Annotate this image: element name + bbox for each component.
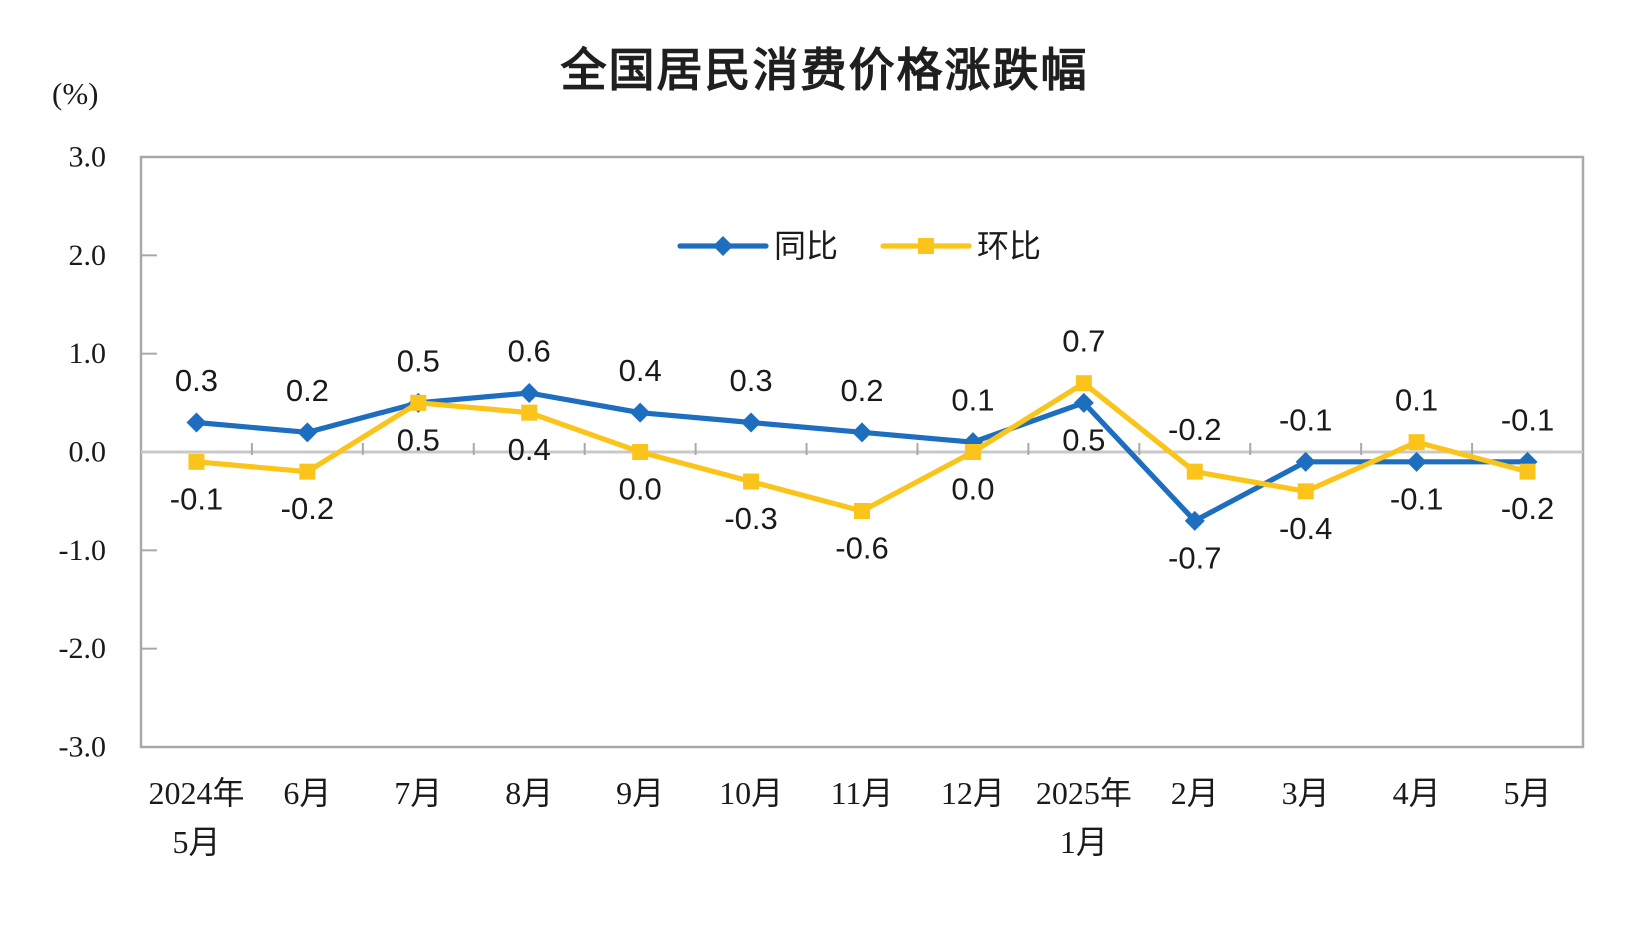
x-axis-label-8-line2: 1月 [1060, 824, 1108, 860]
data-label-yoy-0: 0.3 [175, 363, 218, 398]
x-axis-label-6-line1: 11月 [831, 775, 894, 811]
y-axis-tick-label: 1.0 [69, 337, 107, 370]
y-axis-unit-label: (%) [52, 76, 99, 111]
y-axis-tick-label: -3.0 [59, 731, 107, 764]
legend-label-yoy: 同比 [774, 228, 838, 264]
data-label-mom-4: 0.0 [619, 472, 662, 507]
marker-yoy-5 [741, 412, 762, 433]
marker-yoy-3 [519, 383, 540, 403]
data-label-yoy-3: 0.6 [508, 334, 551, 369]
data-label-yoy-11: -0.1 [1390, 481, 1443, 516]
y-axis-tick-label: -1.0 [59, 534, 107, 567]
marker-yoy-11 [1406, 451, 1427, 472]
data-label-yoy-7: 0.1 [951, 383, 994, 418]
marker-yoy-1 [297, 422, 318, 443]
marker-mom-8 [1075, 375, 1092, 392]
data-label-yoy-5: 0.3 [730, 363, 773, 398]
legend-marker-yoy [713, 236, 733, 256]
chart-title: 全国居民消费价格涨跌幅 [560, 44, 1089, 96]
data-label-yoy-8: 0.5 [1062, 422, 1105, 457]
marker-mom-9 [1186, 463, 1203, 480]
marker-mom-10 [1297, 483, 1314, 500]
marker-mom-5 [743, 473, 760, 490]
data-label-mom-2: 0.5 [397, 422, 440, 457]
data-label-mom-7: 0.0 [951, 472, 994, 507]
data-label-yoy-1: 0.2 [286, 373, 329, 408]
x-axis-label-11-line1: 4月 [1393, 775, 1441, 811]
x-axis-label-1-line1: 6月 [283, 775, 331, 811]
marker-mom-12 [1519, 463, 1536, 480]
x-axis-label-4-line1: 9月 [616, 775, 664, 811]
data-label-mom-0: -0.1 [170, 481, 223, 516]
marker-mom-0 [188, 453, 205, 470]
legend-marker-mom [918, 238, 934, 254]
marker-yoy-8 [1073, 392, 1094, 413]
marker-yoy-4 [630, 402, 651, 423]
data-label-yoy-2: 0.5 [397, 343, 440, 378]
x-axis-label-10-line1: 3月 [1282, 775, 1330, 811]
x-axis-label-3-line1: 8月 [505, 775, 553, 811]
y-axis-tick-label: 2.0 [69, 239, 107, 272]
x-axis-label-5-line1: 10月 [719, 775, 783, 811]
data-label-mom-1: -0.2 [281, 491, 334, 526]
y-axis-tick-label: -2.0 [59, 632, 107, 665]
data-label-yoy-9: -0.7 [1168, 540, 1221, 575]
x-axis-label-7-line1: 12月 [941, 775, 1005, 811]
x-axis-label-2-line1: 7月 [394, 775, 442, 811]
data-label-mom-8: 0.7 [1062, 324, 1105, 359]
x-axis-label-0-line1: 2024年 [148, 775, 244, 811]
marker-mom-1 [299, 463, 316, 480]
legend-label-mom: 环比 [977, 228, 1041, 264]
marker-mom-11 [1408, 434, 1425, 451]
data-label-yoy-10: -0.1 [1279, 402, 1332, 437]
y-axis-tick-label: 3.0 [69, 141, 107, 174]
x-axis-label-8-line1: 2025年 [1036, 775, 1132, 811]
data-label-mom-3: 0.4 [508, 432, 551, 467]
data-label-mom-10: -0.4 [1279, 511, 1332, 546]
marker-yoy-10 [1295, 451, 1316, 472]
x-axis-label-12-line1: 5月 [1504, 775, 1552, 811]
marker-mom-6 [854, 503, 870, 519]
marker-yoy-0 [186, 412, 207, 433]
data-label-mom-9: -0.2 [1168, 412, 1221, 447]
data-label-mom-6: -0.6 [835, 531, 888, 566]
data-label-mom-11: 0.1 [1395, 383, 1438, 418]
x-axis-label-0-line2: 5月 [172, 824, 220, 860]
y-axis-tick-label: 0.0 [69, 436, 107, 469]
x-axis-label-9-line1: 2月 [1171, 775, 1219, 811]
data-label-yoy-12: -0.1 [1501, 402, 1554, 437]
data-label-mom-5: -0.3 [724, 501, 777, 536]
marker-yoy-6 [852, 422, 872, 443]
marker-mom-7 [964, 444, 981, 460]
marker-yoy-9 [1184, 510, 1205, 531]
data-label-mom-12: -0.2 [1501, 491, 1554, 526]
marker-mom-3 [521, 404, 538, 421]
marker-mom-2 [410, 394, 427, 411]
data-label-yoy-6: 0.2 [840, 373, 883, 408]
data-label-yoy-4: 0.4 [619, 353, 662, 388]
marker-mom-4 [632, 444, 649, 460]
